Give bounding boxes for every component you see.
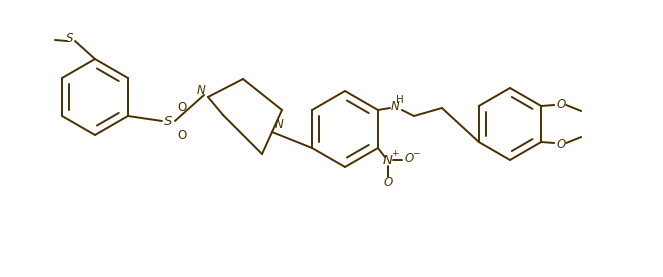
Text: O: O <box>556 98 566 111</box>
Text: N: N <box>197 83 206 96</box>
Text: O: O <box>177 101 186 114</box>
Text: N: N <box>391 99 399 112</box>
Text: O: O <box>556 137 566 150</box>
Text: H: H <box>396 95 404 105</box>
Text: −: − <box>412 148 420 158</box>
Text: S: S <box>66 32 74 45</box>
Text: O: O <box>177 129 186 142</box>
Text: N: N <box>274 119 283 132</box>
Text: O: O <box>404 152 414 165</box>
Text: S: S <box>164 114 172 127</box>
Text: N: N <box>383 153 393 166</box>
Text: O: O <box>383 176 392 189</box>
Text: +: + <box>391 148 398 158</box>
